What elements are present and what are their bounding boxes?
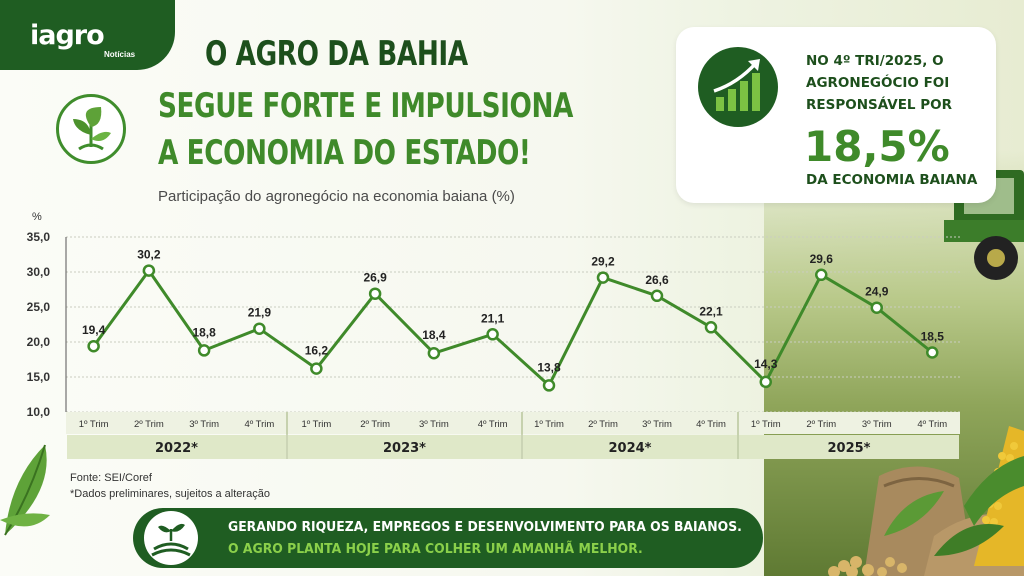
data-point bbox=[650, 289, 664, 303]
x-tick-label: 4º Trim bbox=[478, 419, 508, 430]
y-tick-label: 10,0 bbox=[27, 405, 51, 419]
data-point bbox=[142, 264, 156, 277]
category-band bbox=[66, 412, 960, 434]
x-tick-label: 2º Trim bbox=[806, 419, 836, 430]
leaves-decoration-icon bbox=[0, 444, 50, 536]
data-point bbox=[368, 287, 382, 300]
headline-line-3: A ECONOMIA DO ESTADO! bbox=[158, 133, 531, 173]
data-label: 26,9 bbox=[363, 271, 387, 285]
preliminary-note: *Dados preliminares, sujeitos a alteraçã… bbox=[70, 488, 270, 500]
x-tick-label: 3º Trim bbox=[189, 419, 219, 430]
headline-line-2: SEGUE FORTE E IMPULSIONA bbox=[158, 86, 573, 126]
year-label: 2025* bbox=[828, 441, 871, 456]
data-label: 13,8 bbox=[537, 360, 561, 374]
y-tick-label: 20,0 bbox=[27, 335, 51, 349]
callout-box: NO 4º TRI/2025, O AGRONEGÓCIO FOI RESPON… bbox=[676, 27, 996, 203]
x-tick-label: 3º Trim bbox=[419, 419, 449, 430]
sprout-field-icon bbox=[144, 511, 198, 565]
y-tick-label: 25,0 bbox=[27, 300, 51, 314]
x-tick-label: 1º Trim bbox=[534, 419, 564, 430]
data-point bbox=[197, 344, 211, 357]
data-label: 24,9 bbox=[865, 285, 889, 299]
year-band bbox=[739, 435, 959, 459]
logo-text: iagro bbox=[30, 19, 105, 51]
brand-logo[interactable]: iagro bbox=[0, 0, 175, 70]
year-band bbox=[67, 435, 286, 459]
y-tick-label: 30,0 bbox=[27, 265, 51, 279]
data-point bbox=[870, 301, 883, 314]
year-label: 2024* bbox=[609, 441, 652, 456]
callout-line-3: RESPONSÁVEL POR bbox=[806, 97, 953, 113]
data-point bbox=[310, 362, 323, 375]
data-label: 16,2 bbox=[305, 344, 329, 358]
leaf-badge bbox=[56, 94, 126, 164]
banner-line-2: O AGRO PLANTA HOJE PARA COLHER UM AMANHÃ… bbox=[228, 541, 643, 557]
x-tick-label: 1º Trim bbox=[79, 419, 109, 430]
data-point bbox=[87, 339, 100, 353]
source-note: Fonte: SEI/Coref bbox=[70, 472, 152, 484]
year-label: 2022* bbox=[155, 441, 198, 456]
y-axis-unit: % bbox=[32, 211, 42, 223]
data-label: 18,4 bbox=[422, 328, 446, 342]
data-label: 22,1 bbox=[699, 304, 723, 318]
growth-bars-arrow-icon bbox=[698, 47, 778, 127]
chart-subtitle: Participação do agronegócio na economia … bbox=[158, 188, 515, 205]
callout-line-4: DA ECONOMIA BAIANA bbox=[806, 172, 978, 188]
year-label: 2023* bbox=[383, 441, 426, 456]
data-label: 14,3 bbox=[754, 357, 778, 371]
data-point bbox=[704, 321, 718, 334]
data-label: 19,4 bbox=[82, 323, 106, 337]
line-chart: % 35,0 30,0 25,0 20,0 15,0 10,0 2022* 2023* 2024*… bbox=[27, 211, 960, 459]
series-line bbox=[92, 269, 934, 387]
x-tick-label: 4º Trim bbox=[244, 419, 274, 430]
data-label: 18,8 bbox=[192, 325, 216, 339]
x-tick-label: 2º Trim bbox=[360, 419, 390, 430]
data-label: 29,6 bbox=[810, 252, 834, 266]
callout-big-value: 18,5% bbox=[804, 122, 950, 171]
y-tick-label: 15,0 bbox=[27, 370, 51, 384]
data-point bbox=[815, 268, 828, 282]
data-point bbox=[926, 346, 939, 359]
x-tick-label: 4º Trim bbox=[696, 419, 726, 430]
data-label: 30,2 bbox=[137, 248, 161, 262]
year-band bbox=[288, 435, 521, 459]
x-tick-label: 3º Trim bbox=[642, 419, 672, 430]
data-label: 21,1 bbox=[481, 311, 505, 325]
data-point bbox=[759, 375, 772, 389]
x-tick-label: 2º Trim bbox=[134, 419, 164, 430]
data-point bbox=[427, 346, 441, 360]
bottom-banner bbox=[133, 508, 763, 568]
headline-line-1: O AGRO DA BAHIA bbox=[205, 34, 468, 74]
y-tick-label: 35,0 bbox=[27, 230, 51, 244]
x-tick-label: 3º Trim bbox=[862, 419, 892, 430]
banner-line-1: GERANDO RIQUEZA, EMPREGOS E DESENVOLVIME… bbox=[228, 519, 742, 535]
data-label: 18,5 bbox=[921, 330, 945, 344]
x-tick-label: 4º Trim bbox=[917, 419, 947, 430]
data-label: 29,2 bbox=[591, 255, 615, 269]
data-point bbox=[542, 379, 556, 392]
callout-line-1: NO 4º TRI/2025, O bbox=[806, 53, 944, 69]
data-label: 26,6 bbox=[645, 273, 669, 287]
data-point bbox=[253, 322, 266, 335]
data-point bbox=[596, 271, 610, 284]
x-tick-label: 1º Trim bbox=[301, 419, 331, 430]
logo-subtitle: Notícias bbox=[104, 50, 136, 59]
data-point bbox=[486, 328, 499, 341]
x-tick-label: 1º Trim bbox=[751, 419, 781, 430]
harvest-image bbox=[828, 426, 1024, 576]
year-band bbox=[523, 435, 737, 459]
plant-leaves-icon bbox=[73, 107, 111, 151]
x-tick-label: 2º Trim bbox=[588, 419, 618, 430]
data-label: 21,9 bbox=[248, 306, 272, 320]
callout-line-2: AGRONEGÓCIO FOI bbox=[806, 75, 950, 91]
